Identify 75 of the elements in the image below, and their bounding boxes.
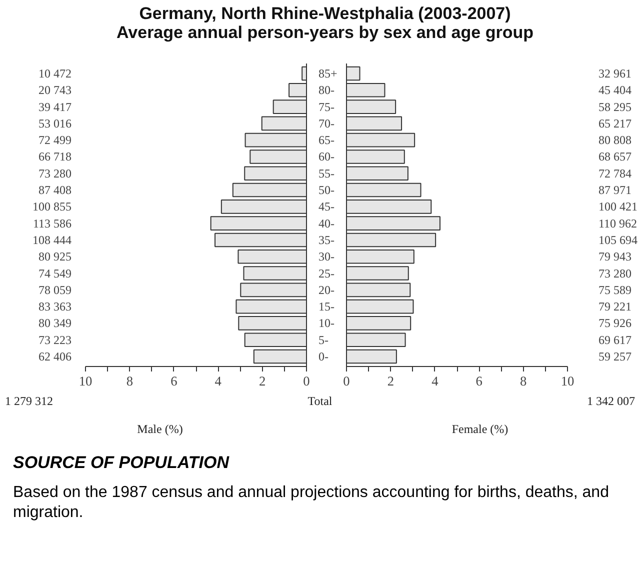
text: 73 280 [38, 166, 72, 180]
x-tick-label: 10 [78, 374, 92, 388]
text: 1 342 007 [587, 393, 635, 410]
text: 53 016 [38, 116, 72, 130]
y-tick-label: 0- [318, 350, 328, 364]
text: 72 784 [598, 166, 632, 180]
text: 32 961 [598, 66, 632, 80]
text: 74 549 [38, 266, 72, 280]
y-tick-label: 65- [318, 133, 334, 148]
text: 10 472 [38, 66, 72, 80]
text: 62 406 [38, 350, 72, 364]
x-axis-title: Female (%) [452, 421, 508, 438]
text: 73 280 [598, 266, 632, 280]
source-note: SOURCE OF POPULATION [13, 452, 229, 474]
x-tick-label: 4 [214, 374, 222, 388]
text: 73 223 [38, 332, 72, 347]
text: 1 279 312 [5, 393, 53, 410]
text: 39 417 [38, 100, 72, 114]
text: 66 718 [38, 150, 72, 164]
text: 72 499 [38, 133, 72, 148]
y-tick-label: 40- [318, 216, 334, 230]
y-tick-label: 70- [318, 116, 334, 130]
text: 105 694 [598, 232, 638, 247]
x-tick-label: 6 [476, 374, 483, 388]
x-tick-label: 0 [343, 374, 350, 388]
text: 58 295 [598, 100, 632, 114]
x-tick-label: 6 [170, 374, 178, 388]
y-tick-label: 35- [318, 232, 334, 247]
x-tick-label: 8 [520, 374, 527, 388]
text: 69 617 [598, 332, 632, 347]
x-axis-title: Male (%) [137, 421, 183, 438]
y-tick-label: 15- [318, 300, 334, 314]
text: 113 586 [32, 216, 72, 230]
text: 83 363 [38, 300, 72, 314]
text: 80 349 [38, 316, 72, 330]
text: 68 657 [598, 150, 632, 164]
text: 65 217 [598, 116, 632, 130]
text: 108 444 [32, 232, 72, 247]
text: 75 589 [598, 282, 632, 297]
y-tick-label: 20- [318, 282, 334, 297]
text: 100 421 [598, 200, 638, 214]
x-tick-label: 0 [303, 374, 310, 388]
text: 59 257 [598, 350, 632, 364]
text: 20 743 [38, 83, 72, 98]
text: 79 943 [598, 250, 632, 264]
y-tick-label: 50- [318, 183, 334, 198]
y-tick-label: 60- [318, 150, 334, 164]
y-tick-label: 5- [318, 332, 328, 347]
y-tick-label: 30- [318, 250, 334, 264]
text: 78 059 [38, 282, 72, 297]
y-tick-label: 55- [318, 166, 334, 180]
y-tick-label: 10- [318, 316, 334, 330]
x-tick-label: 2 [387, 374, 394, 388]
x-tick-label: 2 [258, 374, 266, 388]
text: Total [308, 393, 332, 410]
x-tick-label: 4 [432, 374, 439, 388]
chart-subtitle: Average annual person-years by sex and age group [116, 22, 534, 42]
text: 45 404 [598, 83, 632, 98]
y-tick-label: 85+ [318, 66, 338, 80]
text: 80 925 [38, 250, 72, 264]
x-tick-label: 10 [560, 374, 574, 388]
y-tick-label: 75- [318, 100, 334, 114]
text: Based on the 1987 census and annual projections accounting for births, deaths, and migration. [13, 483, 610, 523]
text: 75 926 [598, 316, 632, 330]
y-tick-label: 80- [318, 83, 334, 98]
text: 80 808 [598, 133, 632, 148]
text: 100 855 [32, 200, 72, 214]
text: 79 221 [598, 300, 632, 314]
x-tick-label: 8 [126, 374, 134, 388]
text: 87 971 [598, 183, 632, 198]
text: 87 408 [38, 183, 72, 198]
chart-title: Germany, North Rhine-Westphalia (2003-2007) [139, 4, 511, 23]
y-tick-label: 25- [318, 266, 334, 280]
y-tick-label: 45- [318, 200, 334, 214]
text: 110 962 [598, 216, 638, 230]
